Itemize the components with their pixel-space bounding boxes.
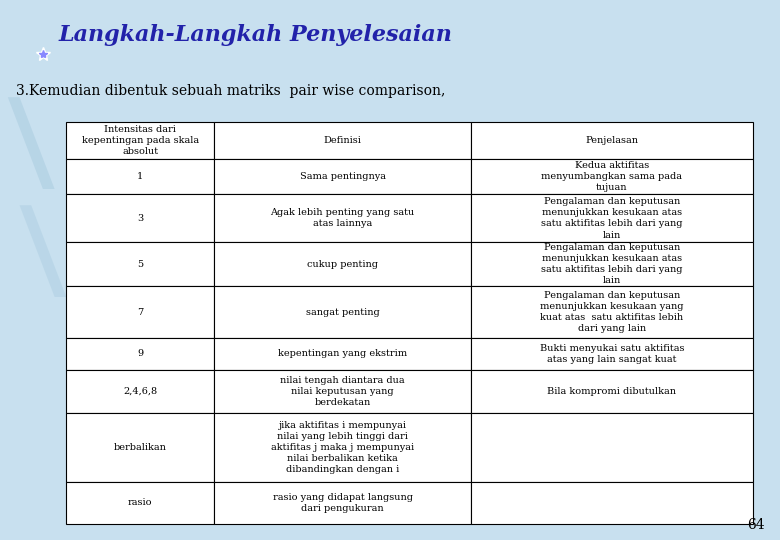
Text: Penjelasan: Penjelasan <box>586 136 639 145</box>
Text: Langkah-Langkah Penyelesaian: Langkah-Langkah Penyelesaian <box>58 24 452 46</box>
Bar <box>66 338 214 369</box>
Bar <box>66 286 214 338</box>
Text: 2,4,6,8: 2,4,6,8 <box>123 387 157 396</box>
Bar <box>214 242 471 286</box>
Bar <box>214 338 471 369</box>
Bar <box>471 413 753 482</box>
Bar <box>471 242 753 286</box>
Text: jika aktifitas i mempunyai
nilai yang lebih tinggi dari
aktifitas j maka j mempu: jika aktifitas i mempunyai nilai yang le… <box>271 421 414 475</box>
Text: Bukti menyukai satu aktifitas
atas yang lain sangat kuat: Bukti menyukai satu aktifitas atas yang … <box>540 344 684 364</box>
Text: Bila kompromi dibutulkan: Bila kompromi dibutulkan <box>548 387 676 396</box>
Text: 9: 9 <box>137 349 144 359</box>
Bar <box>214 482 471 524</box>
Text: Pengalaman dan keputusan
menunjukkan kesukaan yang
kuat atas  satu aktifitas leb: Pengalaman dan keputusan menunjukkan kes… <box>541 291 684 333</box>
Bar <box>471 286 753 338</box>
Bar <box>214 122 471 159</box>
Bar <box>214 369 471 413</box>
Text: berbalikan: berbalikan <box>114 443 166 452</box>
Bar <box>214 413 471 482</box>
Polygon shape <box>8 97 55 189</box>
Text: Intensitas dari
kepentingan pada skala
absolut: Intensitas dari kepentingan pada skala a… <box>82 125 199 156</box>
Text: 5: 5 <box>137 260 144 269</box>
Text: Sama pentingnya: Sama pentingnya <box>300 172 385 181</box>
Text: 64: 64 <box>746 518 764 532</box>
Text: cukup penting: cukup penting <box>307 260 378 269</box>
Text: kepentingan yang ekstrim: kepentingan yang ekstrim <box>278 349 407 359</box>
Bar <box>471 369 753 413</box>
Bar <box>214 194 471 242</box>
Bar <box>471 122 753 159</box>
Bar <box>66 482 214 524</box>
Bar <box>66 194 214 242</box>
Bar <box>471 194 753 242</box>
Text: 7: 7 <box>137 308 144 317</box>
Text: 3.Kemudian dibentuk sebuah matriks  pair wise comparison,: 3.Kemudian dibentuk sebuah matriks pair … <box>16 84 445 98</box>
Text: rasio yang didapat langsung
dari pengukuran: rasio yang didapat langsung dari penguku… <box>272 493 413 513</box>
Text: Definisi: Definisi <box>324 136 361 145</box>
Text: Pengalaman dan keputusan
menunjukkan kesukaan atas
satu aktifitas lebih dari yan: Pengalaman dan keputusan menunjukkan kes… <box>541 243 682 286</box>
Text: Agak lebih penting yang satu
atas lainnya: Agak lebih penting yang satu atas lainny… <box>271 208 415 228</box>
Bar <box>66 122 214 159</box>
Text: nilai tengah diantara dua
nilai keputusan yang
berdekatan: nilai tengah diantara dua nilai keputusa… <box>280 376 405 407</box>
Bar <box>66 369 214 413</box>
Bar <box>66 413 214 482</box>
Bar <box>471 159 753 194</box>
Text: rasio: rasio <box>128 498 152 508</box>
Text: 3: 3 <box>137 214 144 223</box>
Text: 1: 1 <box>137 172 144 181</box>
Polygon shape <box>20 205 66 297</box>
Bar <box>471 338 753 369</box>
Text: Kedua aktifitas
menyumbangkan sama pada
tujuan: Kedua aktifitas menyumbangkan sama pada … <box>541 161 682 192</box>
Bar <box>66 159 214 194</box>
Text: Pengalaman dan keputusan
menunjukkan kesukaan atas
satu aktifitas lebih dari yan: Pengalaman dan keputusan menunjukkan kes… <box>541 197 682 240</box>
Bar <box>214 159 471 194</box>
Bar <box>214 286 471 338</box>
Text: sangat penting: sangat penting <box>306 308 379 317</box>
Bar <box>66 242 214 286</box>
Bar <box>471 482 753 524</box>
